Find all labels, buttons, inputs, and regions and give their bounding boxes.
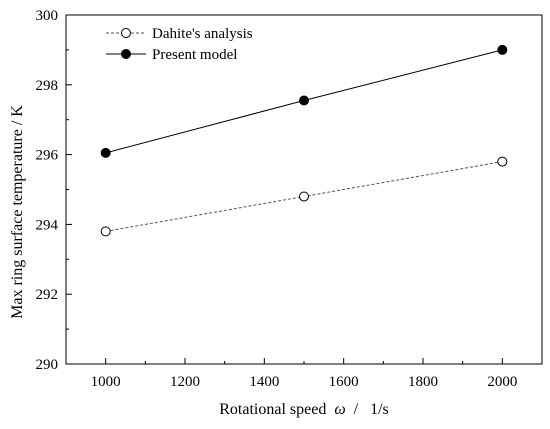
- legend-marker-1: [121, 49, 131, 59]
- x-tick-label-4: 1800: [408, 374, 438, 390]
- y-tick-label-1: 292: [36, 287, 59, 303]
- series-1-point-1: [299, 95, 309, 106]
- x-axis-title-text: Rotational speed: [219, 401, 326, 418]
- series-0-point-1: [299, 191, 309, 202]
- x-tick-label-0: 1000: [91, 374, 121, 390]
- series-1-point-0: [100, 147, 111, 158]
- x-axis-title: Rotational speed ω / 1/s: [219, 401, 389, 418]
- series-layer: [100, 44, 508, 237]
- x-tick-label-3: 1600: [329, 374, 359, 390]
- plot-frame: [65, 14, 543, 365]
- legend: Dahite's analysis Present model: [106, 26, 253, 63]
- x-tick-label-5: 2000: [487, 374, 517, 390]
- y-tick-label-2: 294: [36, 217, 59, 233]
- legend-label-0: Dahite's analysis: [152, 26, 253, 42]
- x-axis-separator: /: [354, 401, 359, 418]
- series-1-point-2: [497, 44, 508, 55]
- axes-layer: 1000 1200 1400 1600 1800 2000 290 292 294 296 298 3…: [36, 8, 543, 390]
- y-tick-label-3: 296: [36, 148, 59, 164]
- legend-marker-0: [121, 28, 131, 38]
- series-0-point-0: [100, 226, 111, 237]
- y-tick-label-5: 300: [36, 8, 59, 24]
- x-tick-label-2: 1400: [249, 374, 279, 390]
- y-axis-title: Max ring surface temperature / K: [9, 105, 26, 319]
- x-tick-label-1: 1200: [170, 374, 200, 390]
- x-axis-symbol: ω: [334, 401, 345, 418]
- legend-label-1: Present model: [152, 47, 237, 63]
- series-0-point-2: [497, 156, 508, 167]
- y-tick-label-4: 298: [36, 78, 59, 94]
- y-tick-label-0: 290: [36, 357, 59, 373]
- x-axis-unit: 1/s: [370, 401, 389, 418]
